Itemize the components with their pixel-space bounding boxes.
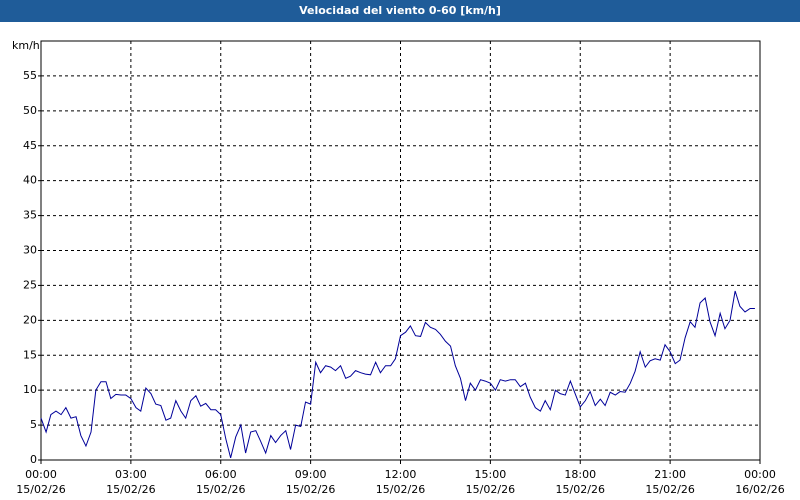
x-tick-label: 00:00 [25,468,57,481]
x-tick-label: 21:00 [654,468,686,481]
x-tick-date: 16/02/26 [735,483,784,496]
y-tick-label: 40 [23,174,37,187]
y-tick-label: 20 [23,313,37,326]
x-tick-label: 03:00 [115,468,147,481]
y-tick-label: 25 [23,278,37,291]
y-tick-label: 35 [23,209,37,222]
y-axis-label: km/h [12,39,40,52]
data-line [40,290,755,459]
plot-frame [40,40,761,461]
y-tick-label: 50 [23,104,37,117]
x-tick-date: 15/02/26 [556,483,605,496]
x-tick-label: 06:00 [205,468,237,481]
y-tick-label: 30 [23,244,37,257]
x-tick-label: 18:00 [564,468,596,481]
x-tick-label: 09:00 [295,468,327,481]
x-tick-date: 15/02/26 [645,483,694,496]
x-tick-label: 15:00 [475,468,507,481]
x-tick-date: 15/02/26 [106,483,155,496]
x-tick-date: 15/02/26 [16,483,65,496]
y-tick-label: 45 [23,139,37,152]
y-tick-label: 10 [23,383,37,396]
x-tick-date: 15/02/26 [376,483,425,496]
x-tick-label: 12:00 [385,468,417,481]
x-tick-label: 00:00 [744,468,776,481]
x-tick-date: 15/02/26 [196,483,245,496]
y-tick-label: 55 [23,69,37,82]
y-tick-label: 0 [30,453,37,466]
y-tick-label: 5 [30,418,37,431]
y-tick-label: 15 [23,348,37,361]
x-tick-date: 15/02/26 [466,483,515,496]
title-bar: Velocidad del viento 0-60 [km/h] [0,0,800,22]
x-tick-date: 15/02/26 [286,483,335,496]
